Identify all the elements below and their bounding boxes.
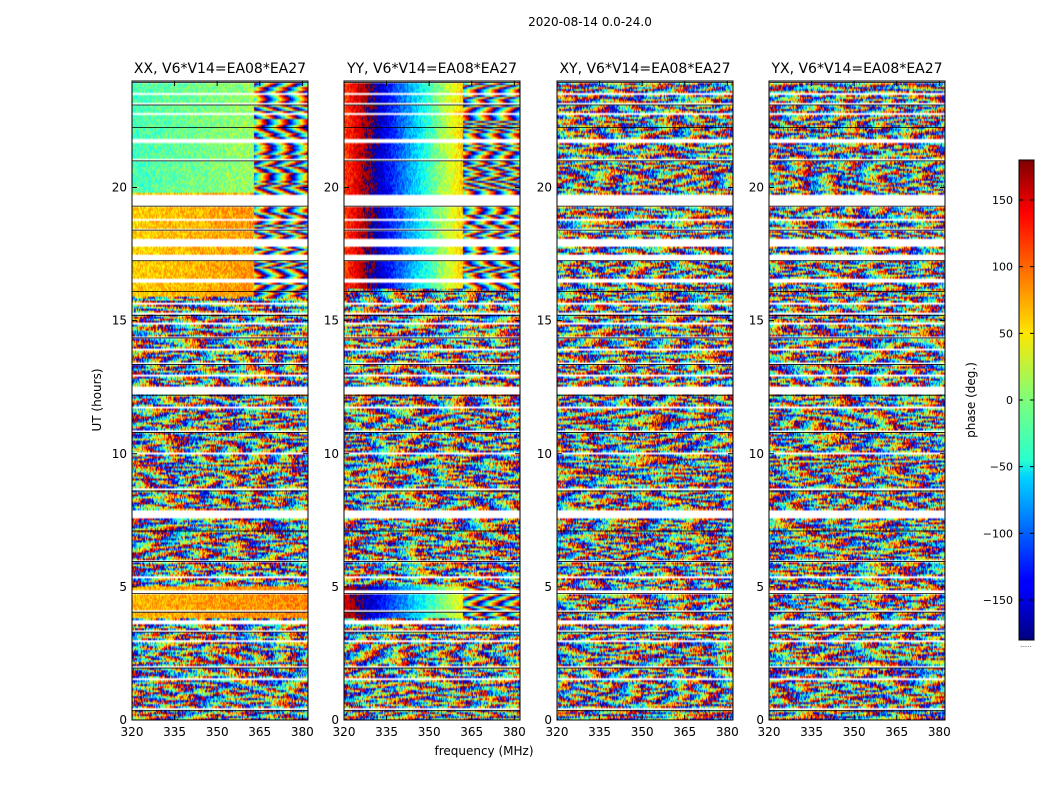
y-tick-label: 20 — [324, 181, 339, 195]
x-tick-label: 320 — [121, 725, 144, 739]
x-tick-label: 365 — [673, 725, 696, 739]
x-tick-label: 365 — [248, 725, 271, 739]
colorbar-extra: ...... — [1020, 642, 1032, 649]
x-tick-label: 335 — [163, 725, 186, 739]
panel-title: XY, V6*V14=EA08*EA27 — [559, 61, 730, 77]
plot-frame — [343, 80, 521, 721]
panel-xx: XX, V6*V14=EA08*EA27 320 335 350 365 380 0 5 10… — [112, 61, 314, 739]
colorbar-tick-label: 0 — [1006, 394, 1013, 407]
colorbar-tick-label: −150 — [983, 594, 1013, 607]
plot-frame — [131, 80, 309, 721]
x-tick-label: 380 — [291, 725, 314, 739]
panel-title: YY, V6*V14=EA08*EA27 — [346, 61, 517, 77]
x-tick-label: 380 — [928, 725, 951, 739]
colorbar-tick-label: −50 — [990, 461, 1013, 474]
y-tick-label: 5 — [331, 580, 339, 594]
y-tick-label: 15 — [537, 314, 552, 328]
figure-suptitle: 2020-08-14 0.0-24.0 — [528, 15, 652, 29]
x-tick-label: 350 — [843, 725, 866, 739]
colorbar-tick-label: −100 — [983, 527, 1013, 540]
x-tick-label: 365 — [885, 725, 908, 739]
y-tick-label: 10 — [324, 447, 339, 461]
y-tick-label: 20 — [112, 181, 127, 195]
y-tick-label: 20 — [537, 181, 552, 195]
heatmap-image — [769, 81, 945, 720]
colorbar: −150 −100 −50 0 50 100 150 phase (deg.) ...... — [964, 159, 1035, 649]
y-tick-label: 0 — [544, 713, 552, 727]
panel-yx: YX, V6*V14=EA08*EA27 320 335 350 365 380 0 5 10… — [749, 61, 951, 739]
panel-title: XX, V6*V14=EA08*EA27 — [134, 61, 306, 77]
plot-frame — [556, 80, 734, 721]
panel-title: YX, V6*V14=EA08*EA27 — [770, 61, 942, 77]
y-tick-label: 5 — [756, 580, 764, 594]
x-tick-label: 380 — [716, 725, 739, 739]
colorbar-label: phase (deg.) — [964, 362, 978, 438]
y-tick-label: 10 — [112, 447, 127, 461]
plot-frame — [768, 80, 946, 721]
y-tick-label: 15 — [749, 314, 764, 328]
x-tick-label: 380 — [503, 725, 526, 739]
y-tick-label: 5 — [119, 580, 127, 594]
y-tick-label: 20 — [749, 181, 764, 195]
panel-yy: YY, V6*V14=EA08*EA27 320 335 350 365 380 0 5 10… — [324, 61, 526, 739]
x-axis-label: frequency (MHz) — [434, 744, 533, 758]
y-axis-label: UT (hours) — [90, 368, 104, 431]
heatmap-image — [132, 81, 308, 720]
y-tick-label: 10 — [537, 447, 552, 461]
panel-xy: XY, V6*V14=EA08*EA27 320 335 350 365 380 0 5 10… — [537, 61, 739, 739]
colorbar-tick-label: 50 — [999, 327, 1013, 340]
x-tick-label: 320 — [333, 725, 356, 739]
y-tick-label: 0 — [331, 713, 339, 727]
y-tick-label: 15 — [112, 314, 127, 328]
y-tick-label: 15 — [324, 314, 339, 328]
heatmap-image — [557, 81, 733, 720]
y-tick-label: 0 — [119, 713, 127, 727]
colorbar-tick-label: 100 — [992, 261, 1013, 274]
x-tick-label: 350 — [206, 725, 229, 739]
x-tick-label: 350 — [631, 725, 654, 739]
x-tick-label: 320 — [758, 725, 781, 739]
y-tick-label: 5 — [544, 580, 552, 594]
x-tick-label: 365 — [460, 725, 483, 739]
x-tick-label: 335 — [800, 725, 823, 739]
x-tick-label: 335 — [375, 725, 398, 739]
y-tick-label: 10 — [749, 447, 764, 461]
x-tick-label: 335 — [588, 725, 611, 739]
colorbar-tick-label: 150 — [992, 194, 1013, 207]
y-tick-label: 0 — [756, 713, 764, 727]
x-tick-label: 350 — [418, 725, 441, 739]
x-tick-label: 320 — [546, 725, 569, 739]
heatmap-image — [344, 81, 520, 720]
